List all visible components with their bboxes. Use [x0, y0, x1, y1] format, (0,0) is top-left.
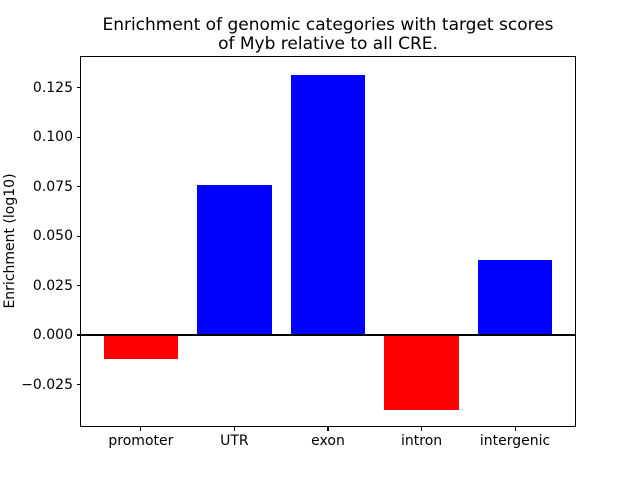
y-tick-label: 0.075	[32, 178, 73, 195]
bar-promoter	[103, 335, 179, 359]
plot-area	[80, 56, 576, 427]
y-tick-mark	[77, 186, 81, 188]
x-tick-mark	[421, 427, 423, 431]
chart-title: Enrichment of genomic categories with ta…	[102, 15, 554, 54]
bar-exon	[290, 75, 366, 335]
y-tick-label: −0.025	[21, 376, 73, 393]
y-tick-label: 0.050	[32, 228, 73, 245]
y-tick-mark	[77, 87, 81, 89]
bar-UTR	[197, 184, 272, 335]
x-tick-mark	[140, 427, 142, 431]
y-tick-mark	[77, 285, 81, 287]
y-tick-mark	[77, 334, 81, 336]
x-tick-mark	[514, 427, 516, 431]
y-tick-label: 0.025	[32, 277, 73, 294]
y-tick-label: 0.100	[32, 129, 73, 146]
y-tick-label: 0.000	[32, 327, 73, 343]
x-tick-mark	[327, 427, 329, 431]
y-tick-label: 0.125	[32, 79, 73, 96]
bar-intergenic	[477, 259, 553, 335]
y-tick-mark	[77, 383, 81, 386]
x-tick-label-intron: intron	[401, 433, 443, 449]
y-tick-mark	[77, 136, 81, 138]
y-tick-mark	[77, 235, 81, 237]
x-tick-label-exon: exon	[311, 433, 345, 449]
zero-axhline	[81, 334, 575, 336]
x-tick-label-promoter: promoter	[108, 433, 174, 449]
bar-intron	[384, 335, 459, 411]
x-tick-mark	[233, 427, 235, 431]
x-tick-label-UTR: UTR	[220, 433, 249, 449]
x-tick-label-intergenic: intergenic	[479, 433, 551, 449]
